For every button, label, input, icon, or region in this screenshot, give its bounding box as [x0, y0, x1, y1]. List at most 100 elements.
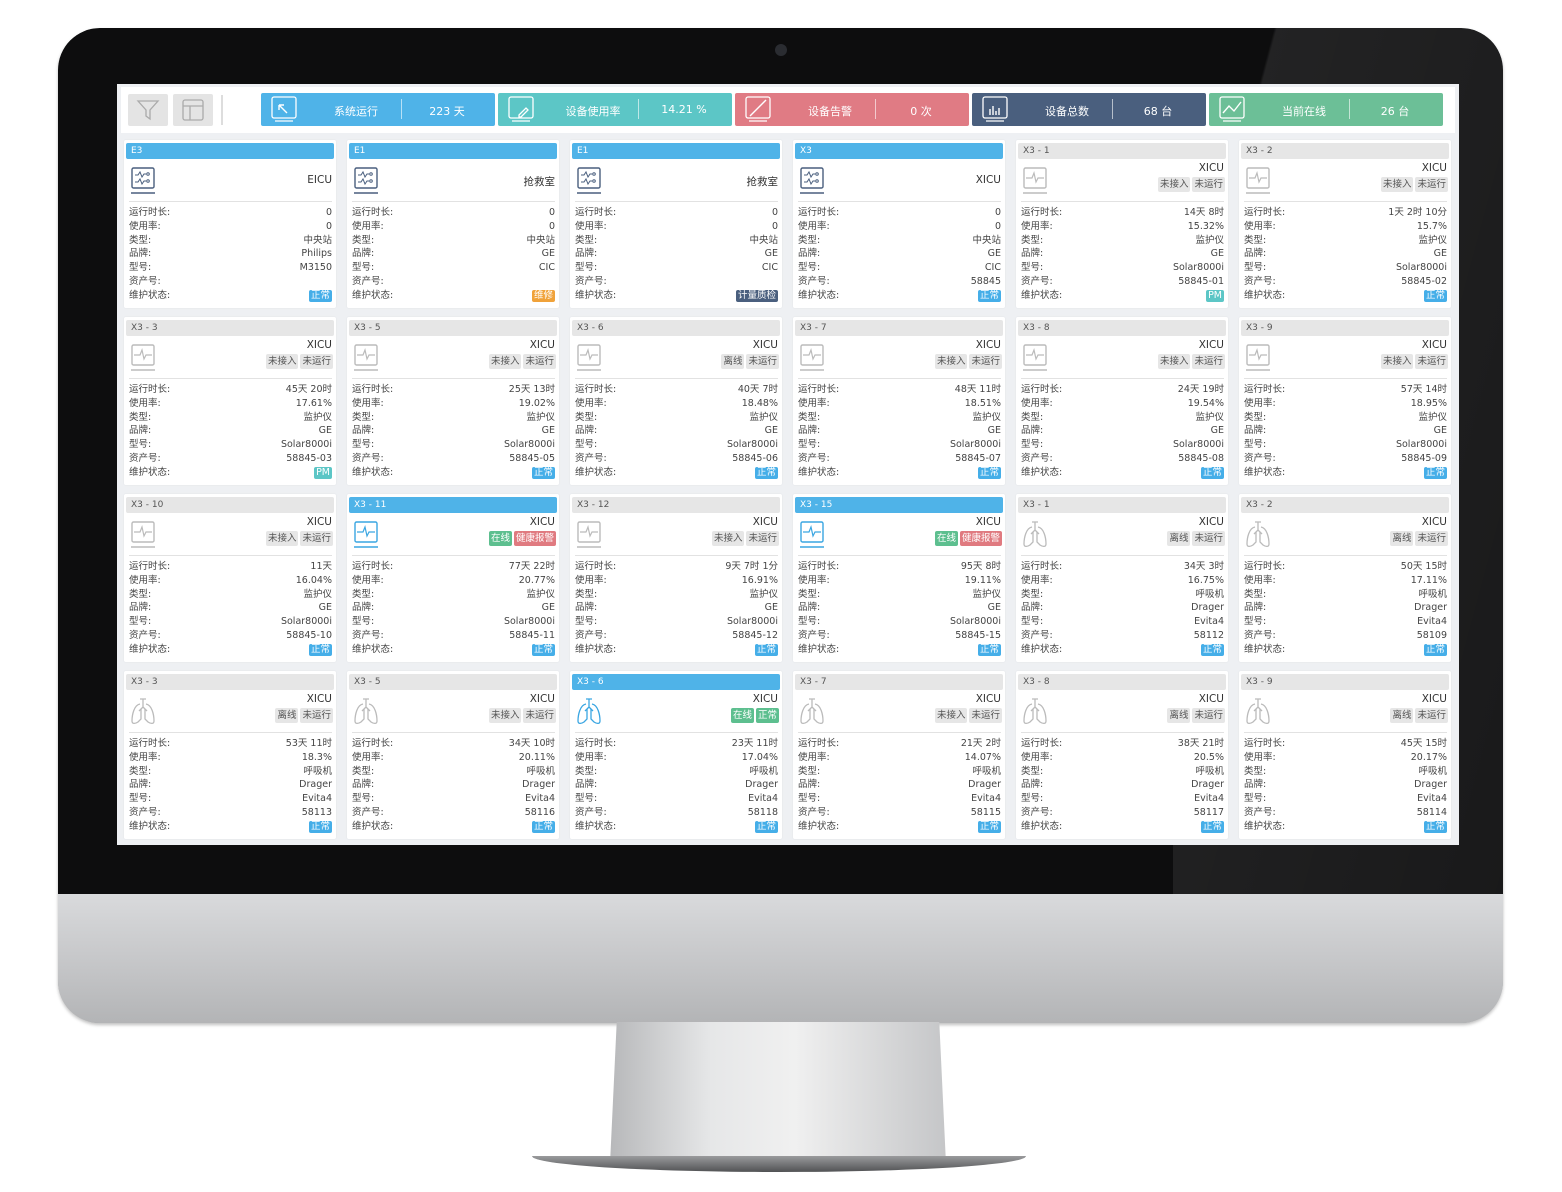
stat-system-uptime[interactable]: 系统运行 223 天 [261, 93, 495, 126]
device-location: XICU [1198, 339, 1224, 351]
device-card[interactable]: X3 - 2 XICU 离线 未运行 运行时长: 50天 15时 使用率: 17.11%… [1239, 494, 1451, 662]
field-row: 类型: 呼吸机 [1021, 588, 1224, 602]
field-label: 品牌: [798, 779, 821, 791]
device-card[interactable]: X3 - 8 XICU 未接入 未运行 运行时长: 24天 19时 使用率: 19.54… [1016, 317, 1228, 485]
field-label: 资产号: [575, 452, 607, 464]
device-details: 运行时长: 24天 19时 使用率: 19.54% 类型: 监护仪 品牌: GE 型号: Sola… [1021, 383, 1224, 480]
field-value: 呼吸机 [303, 765, 332, 777]
field-value: 14天 8时 [1183, 207, 1224, 218]
field-row: 品牌: GE [1021, 247, 1224, 261]
field-label: 型号: [1244, 262, 1267, 274]
field-label: 品牌: [1021, 248, 1044, 260]
bar-chart-screen-icon [982, 96, 1008, 122]
filter-button[interactable] [128, 94, 168, 126]
stat-device-alarm[interactable]: 设备告警 0 次 [735, 93, 969, 126]
field-label: 使用率: [798, 397, 830, 409]
card-header: X3 - 9 [1241, 320, 1449, 336]
field-label: 品牌: [352, 602, 375, 614]
device-card[interactable]: X3 - 5 XICU 未接入 未运行 运行时长: 25天 13时 使用率: 19.02… [347, 317, 559, 485]
field-value: 20.5% [1193, 751, 1224, 763]
field-label: 资产号: [129, 629, 161, 641]
stat-device-total[interactable]: 设备总数 68 台 [972, 93, 1206, 126]
device-card[interactable]: X3 - 9 XICU 离线 未运行 运行时长: 45天 15时 使用率: 20.17%… [1239, 671, 1451, 839]
field-label: 维护状态: [129, 820, 171, 832]
field-row: 维护状态: 正常 [129, 289, 332, 303]
device-card[interactable]: X3 - 8 XICU 离线 未运行 运行时长: 38天 21时 使用率: 20.5% 类… [1016, 671, 1228, 839]
device-details: 运行时长: 0 使用率: 0 类型: 中央站 品牌: GE 型号: CIC 资产号: 维护状态: 维修 [352, 206, 555, 303]
field-row: 使用率: 17.11% [1244, 574, 1447, 588]
field-value: 58845-11 [509, 629, 555, 641]
device-card[interactable]: X3 - 15 XICU 在线 健康报警 运行时长: 95天 8时 使用率: 19.11… [793, 494, 1005, 662]
device-card[interactable]: X3 - 7 XICU 未接入 未运行 运行时长: 48天 11时 使用率: 18.51… [793, 317, 1005, 485]
central-station-icon [354, 167, 378, 194]
field-label: 资产号: [575, 275, 607, 287]
field-value: 58845-03 [286, 452, 332, 464]
stat-label: 设备告警 [808, 105, 852, 118]
device-card[interactable]: X3 - 10 XICU 未接入 未运行 运行时长: 11天 使用率: 16.04% 类型… [124, 494, 336, 662]
ventilator-lungs-icon [354, 698, 378, 725]
device-card[interactable]: X3 - 9 XICU 未接入 未运行 运行时长: 57天 14时 使用率: 18.95… [1239, 317, 1451, 485]
field-label: 型号: [352, 262, 375, 274]
field-label: 维护状态: [575, 820, 617, 832]
field-label: 运行时长: [1021, 384, 1063, 395]
field-value: 呼吸机 [1195, 765, 1224, 777]
stat-usage-rate[interactable]: 设备使用率 14.21 % [498, 93, 732, 126]
field-label: 类型: [1021, 765, 1044, 777]
device-card[interactable]: X3 XICU 运行时长: 0 使用率: 0 类型: 中央站 品牌: GE 型号: CIC 资产号:… [793, 140, 1005, 308]
field-label: 品牌: [129, 425, 152, 437]
field-label: 维护状态: [1021, 466, 1063, 478]
status-tag: 未运行 [1415, 177, 1448, 192]
maintenance-status-badge: 正常 [531, 466, 555, 479]
device-card[interactable]: X3 - 6 XICU 离线 未运行 运行时长: 40天 7时 使用率: 18.48% 类… [570, 317, 782, 485]
device-card[interactable]: X3 - 5 XICU 未接入 未运行 运行时长: 34天 10时 使用率: 20.11… [347, 671, 559, 839]
field-label: 品牌: [575, 248, 598, 260]
maintenance-status-badge: 正常 [1200, 820, 1224, 833]
status-tag: 未运行 [300, 354, 333, 369]
device-card[interactable]: X3 - 3 XICU 未接入 未运行 运行时长: 45天 20时 使用率: 17.61… [124, 317, 336, 485]
field-row: 资产号: 58116 [352, 806, 555, 820]
device-card[interactable]: X3 - 11 XICU 在线 健康报警 运行时长: 77天 22时 使用率: 20.7… [347, 494, 559, 662]
field-label: 资产号: [352, 275, 384, 287]
field-label: 类型: [1244, 411, 1267, 423]
patient-monitor-icon [1246, 167, 1270, 194]
field-label: 维护状态: [352, 820, 394, 832]
field-label: 型号: [798, 616, 821, 628]
field-value: 58845-02 [1401, 275, 1447, 287]
central-station-icon [577, 167, 601, 194]
maintenance-status-badge: 正常 [754, 466, 778, 479]
field-value: 58845-10 [286, 629, 332, 641]
status-tag: 健康报警 [513, 531, 556, 546]
device-card[interactable]: X3 - 3 XICU 离线 未运行 运行时长: 53天 11时 使用率: 18.3% 类… [124, 671, 336, 839]
device-card[interactable]: E1 抢救室 运行时长: 0 使用率: 0 类型: 中央站 品牌: GE 型号: CIC 资产号: 维… [347, 140, 559, 308]
maintenance-status-badge: 正常 [977, 643, 1001, 656]
device-card[interactable]: E3 EICU 运行时长: 0 使用率: 0 类型: 中央站 品牌: Philips 型号: M3… [124, 140, 336, 308]
device-card[interactable]: X3 - 12 XICU 未接入 未运行 运行时长: 9天 7时 1分 使用率: 16.… [570, 494, 782, 662]
device-card[interactable]: X3 - 2 XICU 未接入 未运行 运行时长: 1天 2时 10分 使用率: 15.… [1239, 140, 1451, 308]
field-row: 品牌: GE [129, 424, 332, 438]
field-row: 维护状态: 正常 [1244, 643, 1447, 657]
device-card[interactable]: X3 - 1 XICU 未接入 未运行 运行时长: 14天 8时 使用率: 15.32%… [1016, 140, 1228, 308]
stat-currently-online[interactable]: 当前在线 26 台 [1209, 93, 1443, 126]
field-value: Evita4 [1417, 793, 1447, 805]
status-tag: 未运行 [523, 354, 556, 369]
field-label: 使用率: [1244, 220, 1276, 232]
maintenance-status-badge: 正常 [531, 643, 555, 656]
field-value: Philips [301, 248, 332, 260]
field-row: 型号: Solar8000i [1021, 261, 1224, 275]
field-label: 品牌: [1244, 248, 1267, 260]
device-card[interactable]: E1 抢救室 运行时长: 0 使用率: 0 类型: 中央站 品牌: GE 型号: CIC 资产号: 维… [570, 140, 782, 308]
field-row: 资产号: 58845-06 [575, 452, 778, 466]
maintenance-status-badge: 正常 [1423, 289, 1447, 302]
field-row: 资产号: 58118 [575, 806, 778, 820]
monitor-base [532, 1156, 1026, 1172]
field-row: 资产号: 58845-10 [129, 629, 332, 643]
field-value: GE [318, 602, 332, 614]
device-card[interactable]: X3 - 6 XICU 在线 正常 运行时长: 23天 11时 使用率: 17.04% 类… [570, 671, 782, 839]
device-card[interactable]: X3 - 1 XICU 离线 未运行 运行时长: 34天 3时 使用率: 16.75% 类… [1016, 494, 1228, 662]
device-card[interactable]: X3 - 7 XICU 未接入 未运行 运行时长: 21天 2时 使用率: 14.07%… [793, 671, 1005, 839]
field-row: 维护状态: 正常 [352, 466, 555, 480]
field-label: 运行时长: [798, 738, 840, 749]
field-label: 型号: [1021, 439, 1044, 451]
layout-button[interactable] [173, 94, 213, 126]
field-row: 维护状态: 正常 [798, 466, 1001, 480]
